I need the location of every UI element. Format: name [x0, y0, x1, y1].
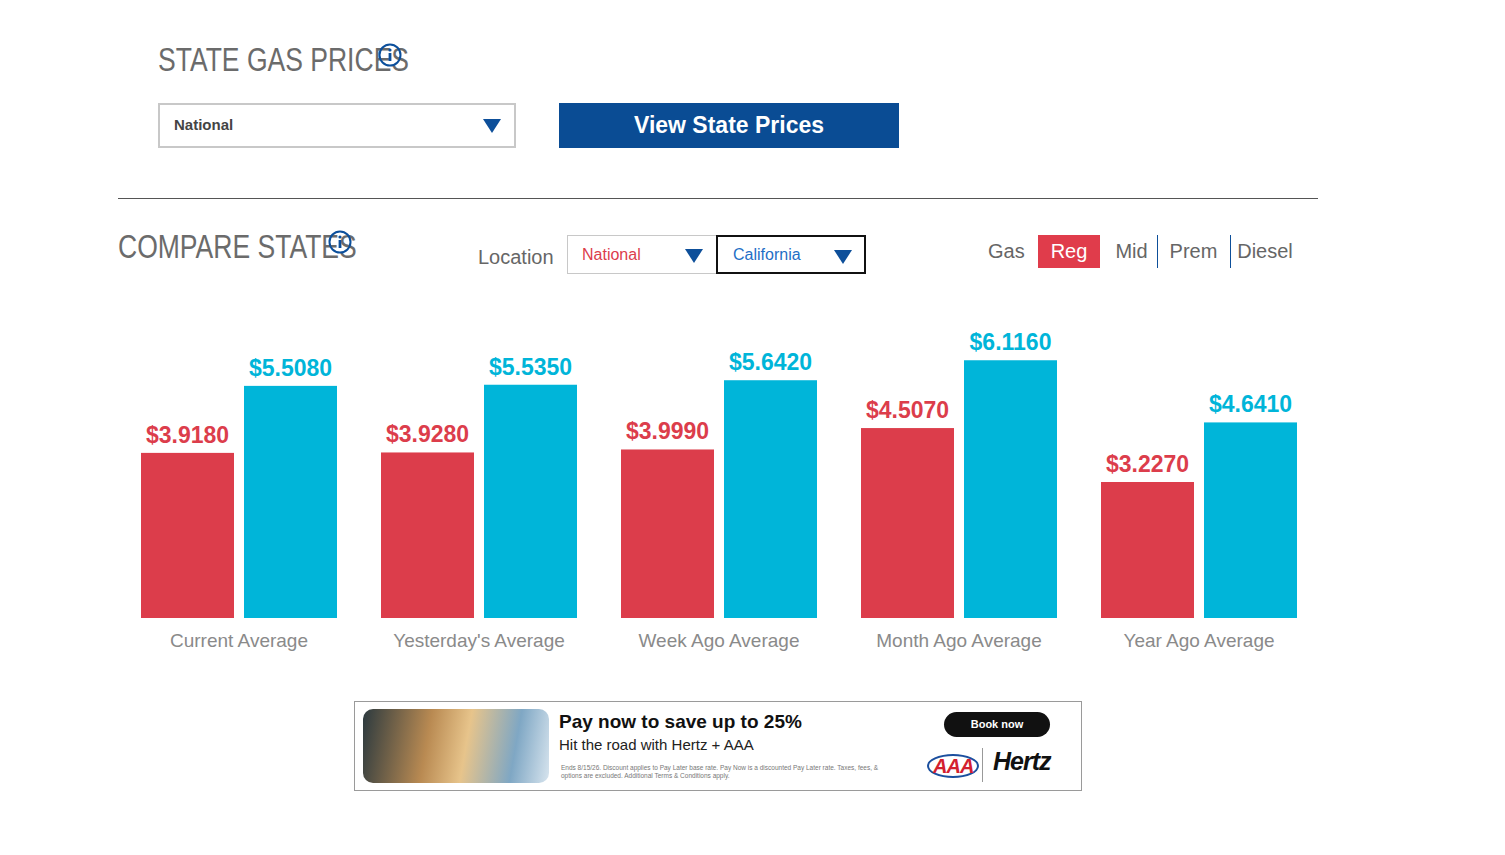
data-label: $3.9990 — [626, 418, 709, 444]
bar — [964, 360, 1057, 618]
bar — [381, 452, 474, 618]
grade-text: Mid — [1106, 240, 1157, 263]
info-stem — [339, 240, 342, 248]
info-icon[interactable] — [377, 42, 403, 68]
grade-tab[interactable]: Prem — [1157, 235, 1230, 268]
category-label: Yesterday's Average — [393, 630, 565, 651]
grade-tab[interactable]: Mid — [1106, 235, 1157, 268]
gas-label: Gas — [988, 240, 1025, 263]
ad-cta-text: Book now — [944, 718, 1050, 730]
labels: $3.9180 $5.5080 Current Average $3.9280 $5.5… — [146, 329, 1292, 651]
select-arrow — [482, 118, 502, 134]
compare-title: COMPARE STATES — [118, 227, 357, 266]
state-select[interactable]: National — [158, 103, 516, 148]
grade-text: Reg — [1038, 240, 1100, 263]
data-label: $6.1160 — [970, 329, 1052, 355]
arrow-shape — [483, 119, 501, 133]
bar — [244, 386, 337, 618]
data-label: $4.6410 — [1209, 391, 1292, 417]
data-label: $3.9180 — [146, 422, 229, 448]
data-label: $4.5070 — [866, 397, 949, 423]
grade-text: Prem — [1157, 240, 1230, 263]
grade-tab[interactable]: Reg — [1038, 235, 1100, 268]
category-label: Week Ago Average — [639, 630, 800, 651]
data-label: $5.5350 — [489, 354, 572, 380]
data-label: $5.5080 — [249, 355, 332, 381]
ad-brand-hertz: Hertz — [993, 747, 1051, 776]
ad-fine: Ends 8/15/26. Discount applies to Pay La… — [561, 764, 891, 780]
view-button-text: View State Prices — [559, 112, 899, 139]
arrow-shape — [834, 250, 852, 264]
info-icon[interactable] — [327, 229, 353, 255]
page-title: STATE GAS PRICES — [158, 40, 409, 79]
ad-sub: Hit the road with Hertz + AAA — [559, 736, 754, 753]
ad-brand-aaa: AAA — [927, 754, 979, 778]
bar — [724, 380, 817, 618]
bars — [141, 360, 1297, 618]
info-stem — [389, 53, 392, 61]
grade-separator — [1230, 235, 1231, 268]
info-dot — [388, 48, 391, 51]
data-label: $5.6420 — [729, 349, 812, 375]
ad-headline: Pay now to save up to 25% — [559, 711, 802, 733]
arrow-shape — [685, 249, 703, 263]
grade-separator — [1157, 235, 1158, 268]
category-label: Month Ago Average — [876, 630, 1042, 651]
bar — [484, 385, 577, 618]
state-select-text: National — [174, 116, 233, 133]
bar — [1204, 422, 1297, 618]
ad-banner[interactable]: Pay now to save up to 25% Hit the road wi… — [354, 701, 1082, 791]
legend-entry: California — [733, 246, 801, 264]
ad-cta[interactable]: Book now — [944, 712, 1050, 737]
info-dot — [338, 235, 341, 238]
bar — [141, 453, 234, 618]
data-label: $3.9280 — [386, 421, 469, 447]
data-label: $3.2270 — [1106, 451, 1189, 477]
select-arrow — [684, 248, 704, 264]
category-label: Current Average — [170, 630, 308, 651]
grade-text: Diesel — [1230, 240, 1300, 263]
divider — [118, 198, 1318, 199]
location-label: Location — [478, 246, 554, 269]
info-ring — [330, 232, 351, 253]
view-button[interactable]: View State Prices — [559, 103, 899, 148]
grade-tab[interactable]: Diesel — [1230, 235, 1300, 268]
bar — [861, 428, 954, 618]
select-arrow — [833, 249, 853, 265]
ad-brand-divider — [982, 748, 983, 782]
ad-image — [363, 709, 549, 783]
bar — [1101, 482, 1194, 618]
legend-entry: National — [582, 246, 641, 264]
category-label: Year Ago Average — [1123, 630, 1274, 651]
info-ring — [380, 45, 401, 66]
bar — [621, 449, 714, 618]
